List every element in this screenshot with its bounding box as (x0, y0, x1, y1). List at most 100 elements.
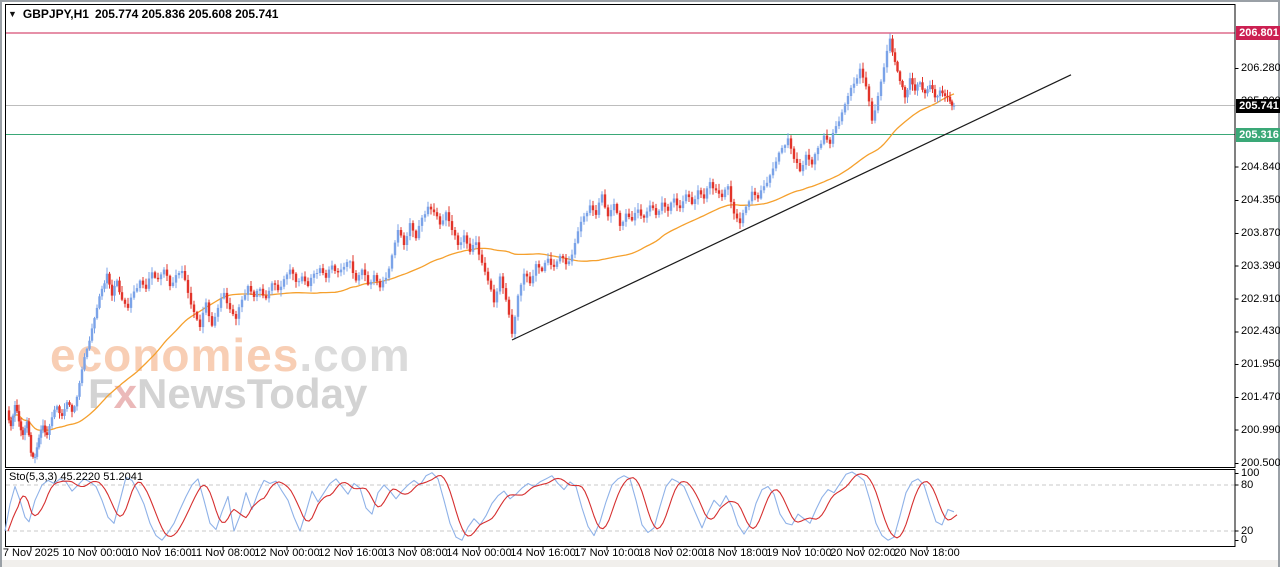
candle-body (906, 89, 909, 98)
candle-body (486, 271, 490, 281)
candle-body (603, 194, 607, 208)
candle-body (261, 288, 265, 296)
candle-body (561, 255, 565, 258)
candle-body (750, 191, 754, 202)
candle-body (648, 205, 652, 212)
candle-body (552, 264, 556, 267)
candle-body (903, 87, 907, 98)
candle-body (219, 298, 223, 308)
candle-body (273, 283, 277, 285)
candle-body (21, 430, 25, 435)
candle-body (312, 273, 316, 278)
candle-body (498, 276, 502, 292)
candle-body (207, 302, 211, 317)
candle-body (943, 93, 947, 96)
candle-body (306, 281, 310, 286)
candle-body (384, 277, 388, 281)
candle-body (876, 96, 880, 111)
candle-body (867, 86, 871, 102)
candle-body (198, 319, 202, 327)
candle-body (741, 212, 745, 224)
candle-body (567, 261, 571, 265)
candle-body (58, 406, 61, 414)
candle-body (636, 209, 640, 213)
candle-body (873, 110, 877, 121)
stoch-pane-area[interactable] (5, 470, 1235, 547)
candle-body (43, 425, 47, 433)
candle-body (381, 280, 385, 288)
stoch-main-line (4, 471, 955, 541)
candle-body (744, 206, 748, 213)
candle-body (885, 50, 889, 68)
candle-body (840, 112, 844, 122)
candle-body (495, 291, 499, 303)
candle-body (100, 288, 104, 297)
candle-body (819, 143, 823, 148)
candle-body (849, 87, 853, 96)
candle-body (864, 77, 868, 87)
candle-body (462, 235, 466, 243)
candle-body (55, 406, 59, 410)
symbol-dropdown-icon[interactable]: ▼ (8, 9, 17, 19)
candle-body (591, 205, 595, 211)
candle-body (711, 182, 715, 189)
candle-body (17, 411, 21, 422)
candle-body (129, 297, 133, 308)
candle-body (822, 135, 826, 144)
candle-body (88, 340, 91, 349)
candle-body (103, 283, 106, 289)
candle-body (264, 295, 268, 299)
candle-body (699, 190, 703, 195)
candle-body (528, 276, 532, 284)
candle-body (417, 225, 421, 239)
candle-body (225, 292, 229, 304)
candle-body (426, 206, 430, 215)
candle-body (141, 280, 145, 285)
candle-body (870, 101, 874, 121)
candle-body (7, 410, 11, 421)
bottom-strip (2, 560, 1278, 567)
candle-body (318, 268, 322, 273)
candle-body (804, 154, 808, 166)
trendline[interactable] (511, 74, 1072, 341)
candle-body (597, 202, 601, 215)
candle-body (654, 208, 658, 215)
candle-body (279, 286, 283, 291)
candle-body (201, 312, 205, 328)
candle-body (258, 288, 262, 291)
candle-body (213, 316, 217, 326)
candle-body (621, 221, 625, 226)
candle-body (13, 405, 17, 416)
candle-body (666, 206, 670, 211)
candle-body (168, 275, 172, 287)
candle-body (348, 261, 352, 263)
candle-body (555, 261, 559, 267)
candle-body (429, 206, 433, 210)
candle-body (270, 283, 274, 291)
candle-body (898, 71, 902, 81)
candle-body (948, 96, 952, 102)
candle-body (387, 268, 391, 278)
candle-body (342, 266, 346, 270)
candle-body (255, 290, 259, 297)
candle-body (11, 415, 15, 427)
candle-body (294, 273, 298, 282)
candle-body (913, 84, 917, 91)
candle-body (231, 309, 235, 315)
candle-body (480, 254, 484, 263)
main-chart-area[interactable] (5, 5, 1235, 468)
candle-body (696, 190, 700, 200)
candle-body (756, 195, 760, 199)
candle-body (807, 154, 811, 160)
candle-body (911, 78, 914, 85)
candle-body (795, 158, 799, 163)
candle-body (120, 292, 124, 300)
candle-body (642, 215, 646, 218)
candle-body (360, 269, 364, 276)
stoch-pane-border (5, 469, 1236, 547)
candle-body (399, 230, 403, 236)
candle-body (928, 85, 932, 90)
candle-body (132, 291, 136, 298)
candle-body (60, 413, 64, 416)
